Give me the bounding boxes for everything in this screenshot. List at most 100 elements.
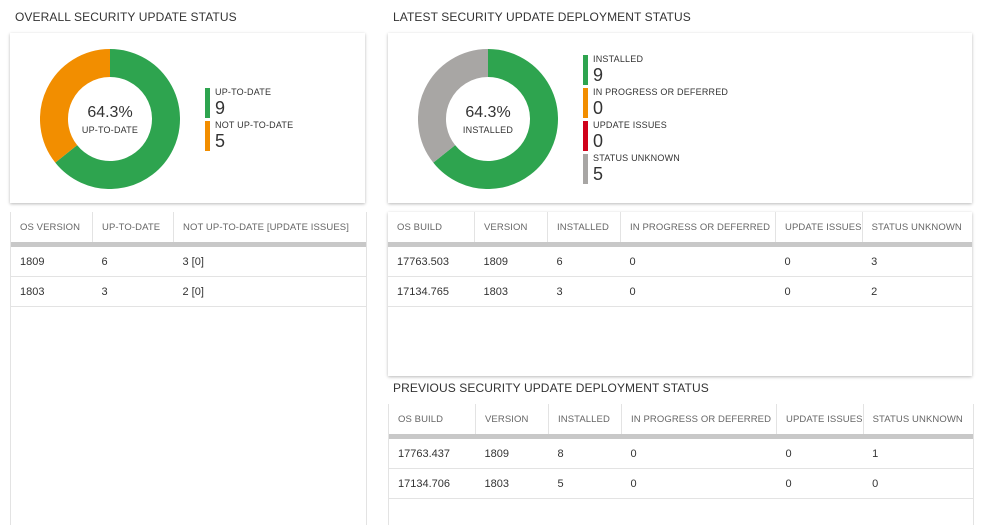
cell-version: 1809 — [474, 244, 548, 277]
column-header-not-up-to-date[interactable]: NOT UP-TO-DATE [UPDATE ISSUES] — [173, 212, 366, 247]
legend-value: 0 — [593, 131, 604, 151]
legend-swatch — [205, 88, 210, 118]
overall-table: OS VERSION UP-TO-DATE NOT UP-TO-DATE [UP… — [11, 212, 366, 307]
table-header-row: OS BUILD VERSION INSTALLED IN PROGRESS O… — [388, 212, 972, 247]
legend-label: NOT UP-TO-DATE — [215, 120, 294, 130]
legend-value: 5 — [593, 164, 604, 184]
overall-status-title: OVERALL SECURITY UPDATE STATUS — [15, 10, 237, 24]
legend-item-not-up-to-date[interactable]: NOT UP-TO-DATE 5 — [205, 120, 293, 153]
cell-installed: 8 — [548, 436, 622, 469]
legend-label: INSTALLED — [593, 54, 644, 64]
column-header-os-version[interactable]: OS VERSION — [11, 212, 93, 247]
previous-table-panel: OS BUILD VERSION INSTALLED IN PROGRESS O… — [388, 404, 974, 525]
cell-version: 1803 — [474, 276, 548, 307]
legend-label: UPDATE ISSUES — [593, 120, 667, 130]
legend-item-up-to-date[interactable]: UP-TO-DATE 9 — [205, 87, 293, 120]
cell-os-version: 1809 — [11, 244, 93, 277]
cell-installed: 3 — [547, 276, 621, 307]
column-header-up-to-date[interactable]: UP-TO-DATE — [92, 212, 174, 247]
table-header-row: OS BUILD VERSION INSTALLED IN PROGRESS O… — [389, 404, 973, 439]
column-header-version[interactable]: VERSION — [474, 212, 548, 247]
latest-donut-slice-installed[interactable] — [433, 49, 558, 189]
column-header-os-build[interactable]: OS BUILD — [388, 212, 475, 247]
column-header-status-unknown[interactable]: STATUS UNKNOWN — [863, 404, 973, 439]
latest-table: OS BUILD VERSION INSTALLED IN PROGRESS O… — [388, 212, 972, 307]
cell-status-unknown: 3 — [862, 244, 972, 277]
column-header-in-progress[interactable]: IN PROGRESS OR DEFERRED — [620, 212, 776, 247]
previous-deployment-title: PREVIOUS SECURITY UPDATE DEPLOYMENT STAT… — [393, 381, 709, 395]
legend-item-update-issues[interactable]: UPDATE ISSUES 0 — [583, 120, 728, 153]
column-header-status-unknown[interactable]: STATUS UNKNOWN — [862, 212, 972, 247]
cell-os-build: 17134.706 — [389, 468, 476, 499]
cell-in-progress: 0 — [621, 468, 777, 499]
latest-legend: INSTALLED 9 IN PROGRESS OR DEFERRED 0 UP… — [583, 54, 728, 186]
legend-value: 9 — [593, 65, 604, 85]
cell-os-build: 17763.437 — [389, 436, 476, 469]
table-row[interactable]: 17134.706 1803 5 0 0 0 — [389, 468, 973, 499]
cell-version: 1809 — [475, 436, 549, 469]
cell-in-progress: 0 — [620, 244, 776, 277]
cell-in-progress: 0 — [621, 436, 777, 469]
legend-value: 0 — [593, 98, 604, 118]
legend-item-in-progress[interactable]: IN PROGRESS OR DEFERRED 0 — [583, 87, 728, 120]
column-header-os-build[interactable]: OS BUILD — [389, 404, 476, 439]
cell-up-to-date: 6 — [92, 244, 174, 277]
table-row[interactable]: 17134.765 1803 3 0 0 2 — [388, 276, 972, 307]
legend-label: UP-TO-DATE — [215, 87, 272, 97]
cell-update-issues: 0 — [776, 436, 864, 469]
cell-status-unknown: 0 — [863, 468, 973, 499]
cell-update-issues: 0 — [775, 244, 863, 277]
overall-donut-svg — [40, 49, 180, 189]
legend-label: IN PROGRESS OR DEFERRED — [593, 87, 729, 97]
cell-update-issues: 0 — [776, 468, 864, 499]
column-header-version[interactable]: VERSION — [475, 404, 549, 439]
cell-up-to-date: 3 — [92, 276, 174, 307]
latest-deployment-title: LATEST SECURITY UPDATE DEPLOYMENT STATUS — [393, 10, 691, 24]
legend-value: 5 — [215, 131, 226, 151]
cell-installed: 6 — [547, 244, 621, 277]
column-header-installed[interactable]: INSTALLED — [548, 404, 622, 439]
legend-swatch — [583, 154, 588, 184]
overall-donut-label: UP-TO-DATE — [81, 124, 139, 135]
overall-donut-slice-up-to-date[interactable] — [55, 49, 180, 189]
cell-update-issues: 0 — [775, 276, 863, 307]
column-header-in-progress[interactable]: IN PROGRESS OR DEFERRED — [621, 404, 777, 439]
table-row[interactable]: 17763.437 1809 8 0 0 1 — [389, 436, 973, 469]
legend-swatch — [583, 55, 588, 85]
cell-os-build: 17763.503 — [388, 244, 475, 277]
legend-item-installed[interactable]: INSTALLED 9 — [583, 54, 728, 87]
table-row[interactable]: 1803 3 2 [0] — [11, 276, 366, 307]
latest-table-panel: OS BUILD VERSION INSTALLED IN PROGRESS O… — [388, 212, 972, 376]
legend-swatch — [583, 88, 588, 118]
cell-version: 1803 — [475, 468, 549, 499]
table-header-row: OS VERSION UP-TO-DATE NOT UP-TO-DATE [UP… — [11, 212, 366, 247]
latest-donut-label: INSTALLED — [462, 124, 514, 135]
legend-value: 9 — [215, 98, 226, 118]
cell-status-unknown: 2 — [862, 276, 972, 307]
cell-os-build: 17134.765 — [388, 276, 475, 307]
cell-installed: 5 — [548, 468, 622, 499]
latest-deployment-card[interactable]: 64.3% INSTALLED INSTALLED 9 IN PROGRESS … — [388, 33, 972, 203]
cell-not-up-to-date: 2 [0] — [173, 276, 366, 307]
legend-swatch — [205, 121, 210, 151]
overall-table-panel: OS VERSION UP-TO-DATE NOT UP-TO-DATE [UP… — [10, 212, 367, 525]
column-header-update-issues[interactable]: UPDATE ISSUES — [775, 212, 863, 247]
cell-status-unknown: 1 — [863, 436, 973, 469]
latest-donut-slice-status-unknown[interactable] — [418, 49, 489, 163]
previous-table: OS BUILD VERSION INSTALLED IN PROGRESS O… — [389, 404, 973, 499]
column-header-installed[interactable]: INSTALLED — [547, 212, 621, 247]
latest-donut-chart[interactable]: 64.3% INSTALLED — [418, 49, 558, 194]
legend-swatch — [583, 121, 588, 151]
cell-os-version: 1803 — [11, 276, 93, 307]
overall-status-card[interactable]: 64.3% UP-TO-DATE UP-TO-DATE 9 NOT UP-TO-… — [10, 33, 365, 203]
overall-donut-chart[interactable]: 64.3% UP-TO-DATE — [40, 49, 180, 194]
table-row[interactable]: 17763.503 1809 6 0 0 3 — [388, 244, 972, 277]
overall-donut-slice-not-up-to-date[interactable] — [40, 49, 111, 163]
overall-donut-percent: 64.3% — [87, 103, 133, 121]
legend-item-status-unknown[interactable]: STATUS UNKNOWN 5 — [583, 153, 728, 186]
table-row[interactable]: 1809 6 3 [0] — [11, 244, 366, 277]
column-header-update-issues[interactable]: UPDATE ISSUES — [776, 404, 864, 439]
latest-donut-percent: 64.3% — [465, 103, 511, 121]
latest-donut-svg — [418, 49, 558, 189]
overall-legend: UP-TO-DATE 9 NOT UP-TO-DATE 5 — [205, 87, 293, 153]
